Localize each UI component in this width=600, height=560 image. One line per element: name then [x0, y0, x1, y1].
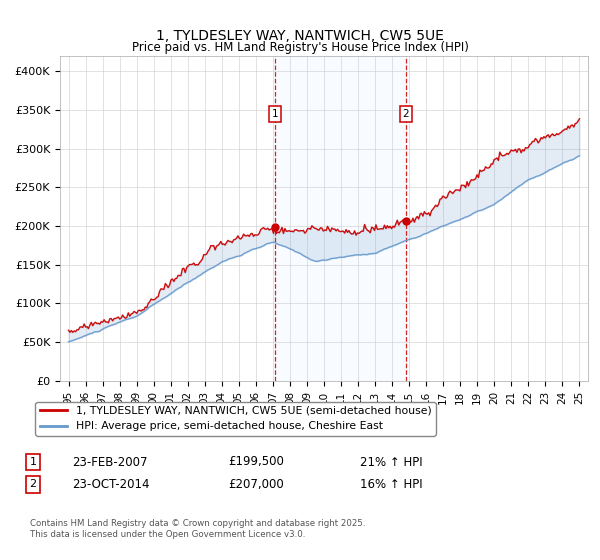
Text: 1, TYLDESLEY WAY, NANTWICH, CW5 5UE: 1, TYLDESLEY WAY, NANTWICH, CW5 5UE	[156, 29, 444, 44]
Legend: 1, TYLDESLEY WAY, NANTWICH, CW5 5UE (semi-detached house), HPI: Average price, s: 1, TYLDESLEY WAY, NANTWICH, CW5 5UE (sem…	[35, 402, 436, 436]
Text: 23-FEB-2007: 23-FEB-2007	[72, 455, 148, 469]
Text: 2: 2	[403, 109, 409, 119]
Text: 16% ↑ HPI: 16% ↑ HPI	[360, 478, 422, 491]
Bar	[275, 56, 406, 381]
Text: 1: 1	[29, 457, 37, 467]
Text: £207,000: £207,000	[228, 478, 284, 491]
Text: Price paid vs. HM Land Registry's House Price Index (HPI): Price paid vs. HM Land Registry's House …	[131, 41, 469, 54]
Text: 21% ↑ HPI: 21% ↑ HPI	[360, 455, 422, 469]
Text: 23-OCT-2014: 23-OCT-2014	[72, 478, 149, 491]
Text: 2: 2	[29, 479, 37, 489]
Text: £199,500: £199,500	[228, 455, 284, 469]
Text: Contains HM Land Registry data © Crown copyright and database right 2025.
This d: Contains HM Land Registry data © Crown c…	[30, 520, 365, 539]
Text: 1: 1	[272, 109, 278, 119]
